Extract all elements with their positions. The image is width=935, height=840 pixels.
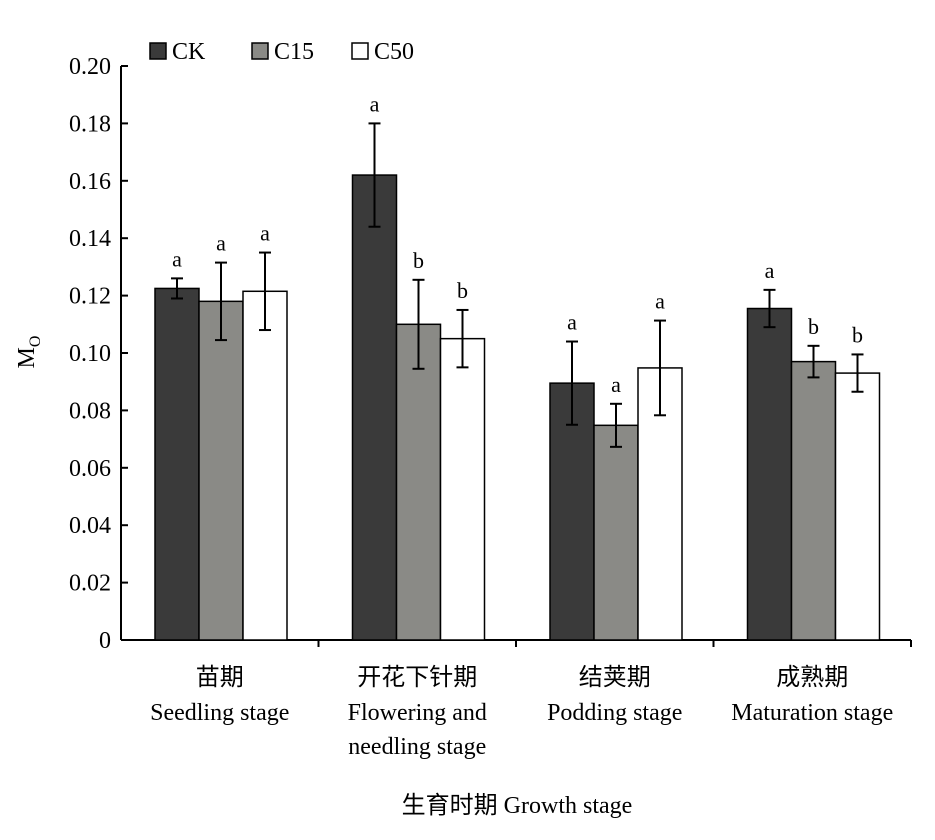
- bars: a a a a a b a b a b a b: [154, 91, 881, 641]
- x-tick-label-en: Flowering and: [348, 700, 487, 726]
- y-tick-label: 0.06: [69, 456, 111, 482]
- bar: [593, 424, 639, 641]
- x-tick-label-zh: 开花下针期: [357, 664, 477, 691]
- bar: [154, 287, 200, 641]
- bar: [242, 290, 288, 641]
- x-tick-label-en: Seedling stage: [150, 700, 289, 726]
- y-tick-label: 0.14: [69, 226, 111, 252]
- significance-letter: b: [413, 248, 424, 273]
- y-tick-label: 0.10: [69, 341, 111, 367]
- significance-letter: b: [457, 278, 468, 303]
- x-tick-label-en: Podding stage: [547, 700, 682, 726]
- legend: CK C15 C50: [149, 39, 414, 65]
- legend-label: C15: [274, 39, 314, 65]
- y-tick-label: 0.08: [69, 398, 111, 424]
- y-tick-label: 0.16: [69, 169, 111, 195]
- legend-swatch: [251, 42, 269, 60]
- significance-letter: a: [172, 246, 182, 271]
- bar: [549, 382, 595, 641]
- x-tick-label-en: Maturation stage: [731, 700, 893, 726]
- x-tick-label-en: needling stage: [348, 734, 486, 760]
- significance-letter: b: [852, 322, 863, 347]
- y-tick-label: 0.04: [69, 513, 111, 539]
- significance-letter: a: [216, 231, 226, 256]
- bar: [351, 174, 398, 641]
- legend-swatch: [149, 42, 167, 60]
- y-tick-label: 0.12: [69, 284, 111, 310]
- y-axis-label: MO: [14, 336, 44, 369]
- x-tick-label-zh: 苗期: [196, 664, 244, 691]
- y-tick-label: 0.02: [69, 571, 111, 597]
- y-tick-label: 0.18: [69, 111, 111, 137]
- significance-letter: a: [567, 310, 577, 335]
- x-axis: 苗期 Seedling stage 开花下针期 Flowering and needli…: [121, 639, 912, 760]
- y-tick-label: 0.20: [69, 54, 111, 80]
- y-axis: 0 0.02 0.04 0.06 0.08 0.10 0.12 0.14 0.16 0.18 0.2…: [69, 54, 128, 654]
- significance-letter: a: [655, 289, 665, 314]
- significance-letter: a: [260, 221, 270, 246]
- bar: [790, 360, 837, 641]
- significance-letter: b: [808, 314, 819, 339]
- significance-letter: a: [370, 91, 380, 116]
- x-tick-label-zh: 成熟期: [776, 664, 848, 691]
- significance-letter: a: [765, 258, 775, 283]
- bar: [198, 300, 244, 641]
- y-axis-label-main: M: [14, 347, 40, 368]
- legend-label: C50: [374, 39, 414, 65]
- y-tick-label: 0: [99, 628, 111, 654]
- legend-label: CK: [172, 39, 206, 65]
- legend-swatch: [351, 42, 369, 60]
- y-axis-label-subscript: O: [27, 336, 44, 348]
- bar: [439, 337, 486, 641]
- bar: [746, 307, 793, 641]
- x-axis-label: 生育时期 Growth stage: [402, 792, 633, 819]
- x-tick-label-zh: 结荚期: [579, 664, 651, 691]
- bar: [834, 372, 881, 641]
- significance-letter: a: [611, 372, 621, 397]
- bar: [395, 323, 442, 641]
